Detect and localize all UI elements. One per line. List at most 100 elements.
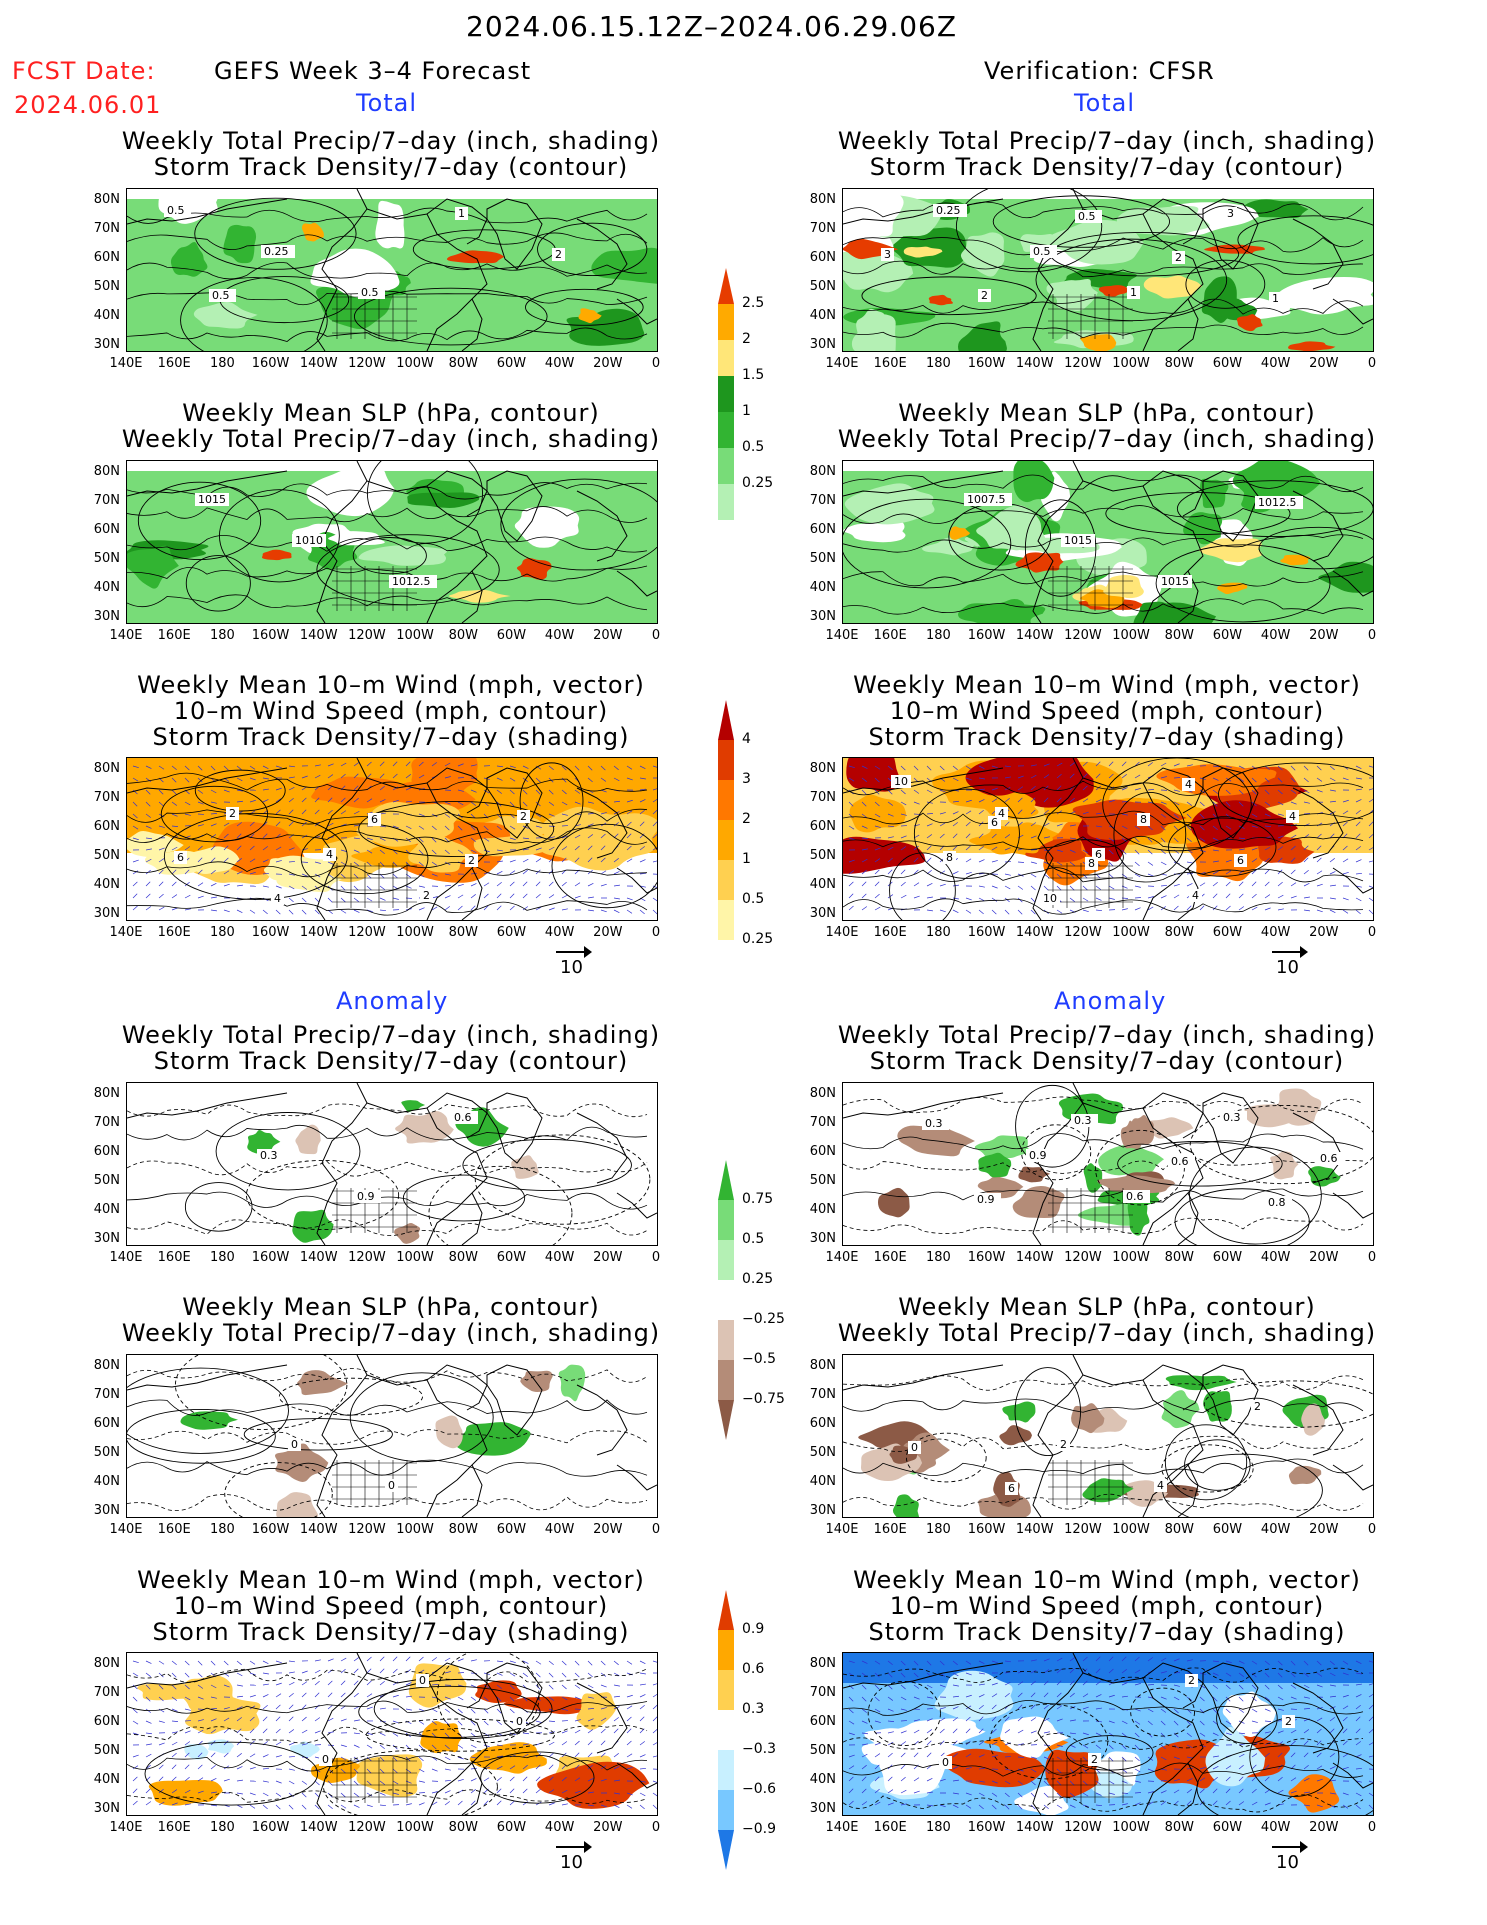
wind-vector xyxy=(574,1660,580,1666)
lon-label: 120W xyxy=(1064,1250,1102,1265)
wind-vector xyxy=(210,869,216,875)
wind-vector xyxy=(1316,1660,1322,1666)
wind-vector xyxy=(1108,1668,1114,1674)
wind-vector xyxy=(613,1779,620,1782)
wind-vector xyxy=(1303,1672,1309,1678)
wind-vector xyxy=(587,857,593,863)
wind-vector xyxy=(171,1720,179,1722)
wind-vector xyxy=(861,1788,867,1794)
wind-vector xyxy=(535,906,542,911)
wind-vector xyxy=(639,1660,646,1664)
contour-line xyxy=(127,1668,648,1683)
wind-vector xyxy=(626,765,633,770)
wind-vector xyxy=(171,869,177,875)
panel-title-line: 10–m Wind Speed (mph, contour) xyxy=(889,697,1325,725)
wind-vector xyxy=(171,1731,178,1734)
wind-vector xyxy=(262,885,269,888)
wind-vector xyxy=(158,1696,164,1702)
wind-vector xyxy=(1316,1765,1323,1770)
wind-vector xyxy=(1043,1792,1049,1798)
wind-vector xyxy=(535,1696,541,1702)
wind-vector xyxy=(1095,1694,1102,1698)
lat-label: 80N xyxy=(93,1086,120,1101)
wind-vector xyxy=(1160,776,1167,779)
wind-vector xyxy=(939,812,946,815)
wind-vector xyxy=(431,1801,438,1806)
lat-label: 80N xyxy=(809,1656,836,1671)
wind-vector xyxy=(366,773,372,779)
wind-vector xyxy=(496,1708,502,1714)
wind-vector xyxy=(158,858,165,863)
wind-vector xyxy=(457,849,464,854)
wind-vector xyxy=(613,1717,619,1722)
wind-vector xyxy=(431,825,437,831)
wind-vector xyxy=(913,1790,920,1794)
wind-vector xyxy=(132,1720,139,1725)
wind-vector xyxy=(926,1708,934,1710)
panel-title-line: Storm Track Density/7–day (shading) xyxy=(152,1618,630,1646)
wind-vector xyxy=(366,909,373,912)
wind-vector xyxy=(392,1681,399,1686)
lon-label: 100W xyxy=(1112,1250,1150,1265)
wind-vector xyxy=(1056,1657,1063,1662)
contour-line xyxy=(1130,1687,1195,1737)
wind-vector xyxy=(301,1670,308,1674)
wind-vector xyxy=(275,1704,281,1710)
contour-line xyxy=(300,823,429,895)
contour-label-bg xyxy=(420,889,433,902)
wind-vector xyxy=(639,1804,645,1810)
wind-vector xyxy=(1316,1752,1322,1758)
wind-vector xyxy=(444,849,450,855)
wind-vector xyxy=(249,845,255,851)
coastline xyxy=(1032,461,1084,623)
wind-vector xyxy=(1225,1732,1232,1736)
panel-title-line: Weekly Mean SLP (hPa, contour) xyxy=(898,1293,1316,1321)
contour-label-bg xyxy=(465,854,478,867)
wind-vector xyxy=(1108,1694,1115,1698)
wind-vector xyxy=(1355,1792,1362,1797)
precip-anom-shade xyxy=(1308,1166,1341,1187)
wind-vector xyxy=(1355,909,1361,915)
wind-vector xyxy=(236,1660,242,1666)
contour-line xyxy=(1113,791,1187,878)
wind-vector xyxy=(952,1779,959,1782)
wind-vector xyxy=(327,809,333,815)
contour-label-bg xyxy=(881,248,894,261)
wind-vector xyxy=(366,1804,373,1807)
wind-vector xyxy=(913,1719,920,1722)
lon-label: 80W xyxy=(448,1250,478,1265)
contour-line xyxy=(127,1459,648,1477)
wind-vector xyxy=(1147,849,1153,855)
lat-label: 30N xyxy=(93,1231,120,1246)
wind-vector xyxy=(236,789,243,792)
lon-label: 160E xyxy=(873,1250,907,1265)
coastline xyxy=(486,198,543,270)
wind-vector xyxy=(197,1684,204,1689)
wind-vector xyxy=(1173,837,1179,843)
precip-anom-shade xyxy=(295,1124,321,1155)
wind-vector xyxy=(1017,885,1024,890)
lon-label: 180 xyxy=(209,628,235,643)
wind-vector xyxy=(639,788,646,791)
wind-vector xyxy=(1108,761,1114,767)
wind-vector xyxy=(470,849,477,854)
coastline xyxy=(1082,480,1204,623)
lat-label: 40N xyxy=(93,580,120,595)
precip-anom-shade xyxy=(1270,1151,1299,1180)
wind-vector xyxy=(483,1766,490,1770)
lon-label: 180 xyxy=(925,925,951,940)
precip-shade xyxy=(306,467,395,517)
lon-label: 160E xyxy=(157,356,191,371)
wind-vector xyxy=(470,825,476,831)
wind-vector xyxy=(522,1801,529,1806)
wind-vector xyxy=(587,1708,595,1710)
colorbar-segment xyxy=(718,376,734,412)
wind-vector xyxy=(626,1766,633,1770)
wind-vector xyxy=(1160,1732,1166,1738)
wind-vector xyxy=(262,846,268,851)
wind-vector xyxy=(288,873,295,876)
wind-vector xyxy=(887,1776,893,1782)
track-anom-shade xyxy=(1014,1785,1069,1815)
wind-vector xyxy=(1199,1732,1206,1737)
map-panel: 1015 1010 1012.5 xyxy=(126,460,658,624)
